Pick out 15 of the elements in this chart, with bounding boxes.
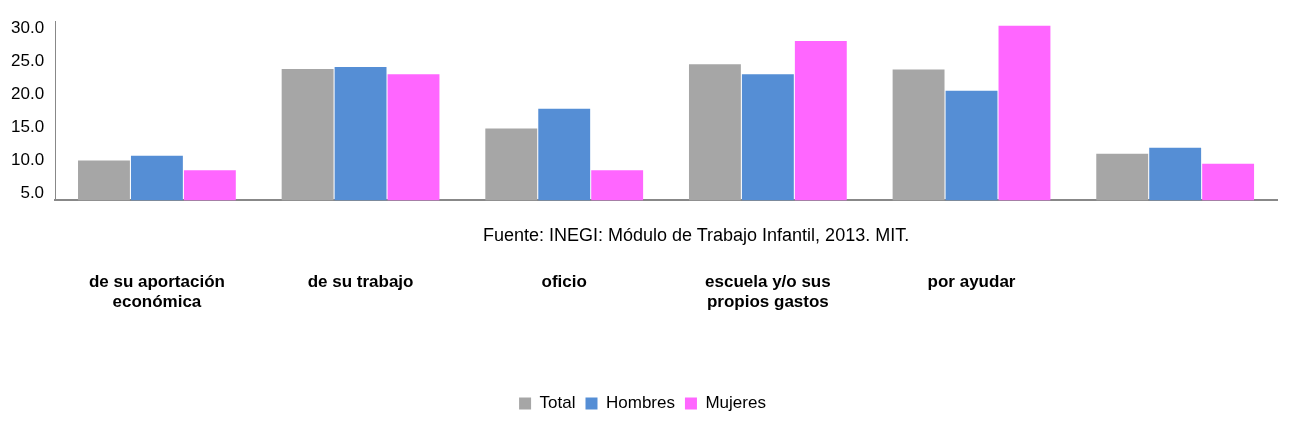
legend-label: Total (539, 393, 576, 413)
legend-label: Hombres (605, 393, 675, 413)
y-tick-label: 15.0 (10, 116, 45, 136)
x-tick-label: escuela y/o sus propios gastos (705, 272, 831, 312)
y-tick-label: 30.0 (10, 17, 45, 37)
x-tick-label: de su trabajo (307, 272, 414, 292)
source-note: Fuente: INEGI: Módulo de Trabajo Infantil, 2013. MIT. (482, 225, 910, 246)
y-tick-label: 5.0 (20, 183, 45, 203)
x-tick-label: oficio (541, 272, 587, 292)
y-tick-label: 10.0 (10, 150, 45, 170)
x-tick-label: de su aportación económica (88, 272, 225, 312)
y-tick-label: 20.0 (10, 83, 45, 103)
x-tick-label: por ayudar (927, 272, 1016, 292)
y-tick-label: 25.0 (10, 50, 45, 70)
legend-label: Mujeres (705, 393, 766, 413)
